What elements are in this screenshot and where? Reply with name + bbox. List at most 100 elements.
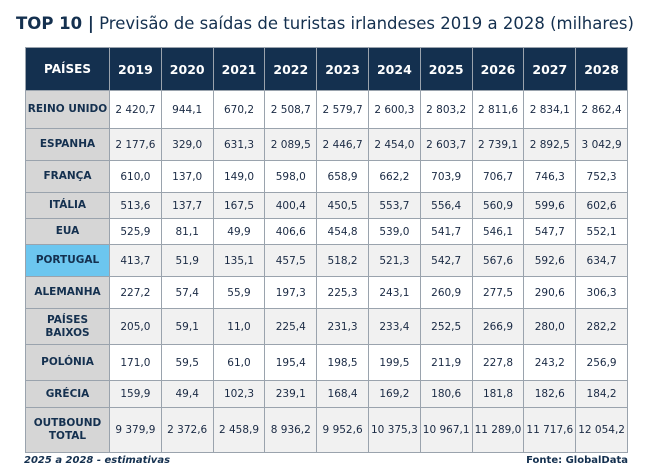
value-cell: 239,1 — [264, 380, 318, 408]
value-cell: 2 446,7 — [316, 128, 369, 161]
value-cell: 8 936,2 — [264, 407, 318, 453]
value-cell: 266,9 — [471, 308, 525, 345]
header-year: 2025 — [419, 47, 473, 91]
table-row: POLÓNIA 171,0 59,5 61,0 195,4 198,5 199,5 211,9… — [25, 344, 628, 381]
forecast-table: PAÍSES 2019 2020 2021 2022 2023 2024 202… — [25, 47, 628, 453]
value-cell: 2 454,0 — [367, 128, 421, 161]
header-year: 2020 — [160, 47, 214, 91]
value-cell: 57,4 — [160, 276, 214, 309]
value-cell: 2 834,1 — [523, 90, 577, 129]
table-row: REINO UNIDO 2 420,7 944,1 670,2 2 508,7 2 579… — [25, 90, 628, 129]
value-cell: 260,9 — [419, 276, 473, 309]
value-cell: 81,1 — [160, 218, 214, 245]
value-cell: 525,9 — [109, 218, 162, 245]
value-cell: 2 603,7 — [419, 128, 473, 161]
value-cell: 513,6 — [109, 192, 162, 219]
value-cell: 149,0 — [212, 160, 266, 193]
value-cell: 198,5 — [316, 344, 369, 381]
table-row: EUA 525,9 81,1 49,9 406,6 454,8 539,0 541,7 546,… — [25, 218, 628, 245]
value-cell: 168,4 — [316, 380, 369, 408]
value-cell: 631,3 — [212, 128, 266, 161]
value-cell: 9 952,6 — [316, 407, 369, 453]
header-year: 2027 — [523, 47, 577, 91]
value-cell: 231,3 — [316, 308, 369, 345]
table-header-row: PAÍSES 2019 2020 2021 2022 2023 2024 202… — [25, 47, 628, 91]
value-cell: 400,4 — [264, 192, 318, 219]
country-cell: PAÍSES BAIXOS — [25, 308, 110, 345]
value-cell: 137,7 — [160, 192, 214, 219]
value-cell: 2 579,7 — [316, 90, 369, 129]
value-cell: 2 372,6 — [160, 407, 214, 453]
value-cell: 2 089,5 — [264, 128, 318, 161]
value-cell: 406,6 — [264, 218, 318, 245]
value-cell: 634,7 — [575, 244, 628, 277]
value-cell: 243,2 — [523, 344, 577, 381]
country-cell: POLÓNIA — [25, 344, 110, 381]
header-year: 2024 — [367, 47, 421, 91]
value-cell: 277,5 — [471, 276, 525, 309]
value-cell: 180,6 — [419, 380, 473, 408]
value-cell: 9 379,9 — [109, 407, 162, 453]
header-year: 2021 — [212, 47, 266, 91]
value-cell: 225,4 — [264, 308, 318, 345]
value-cell: 182,6 — [523, 380, 577, 408]
value-cell: 592,6 — [523, 244, 577, 277]
value-cell: 560,9 — [471, 192, 525, 219]
value-cell: 61,0 — [212, 344, 266, 381]
value-cell: 518,2 — [316, 244, 369, 277]
value-cell: 159,9 — [109, 380, 162, 408]
value-cell: 2 177,6 — [109, 128, 162, 161]
value-cell: 752,3 — [575, 160, 628, 193]
value-cell: 599,6 — [523, 192, 577, 219]
value-cell: 256,9 — [575, 344, 628, 381]
table-row: ESPANHA 2 177,6 329,0 631,3 2 089,5 2 446,7 2 … — [25, 128, 628, 161]
value-cell: 553,7 — [367, 192, 421, 219]
value-cell: 450,5 — [316, 192, 369, 219]
value-cell: 542,7 — [419, 244, 473, 277]
value-cell: 567,6 — [471, 244, 525, 277]
page-title: TOP 10 | Previsão de saídas de turistas … — [0, 14, 650, 33]
value-cell: 11 289,0 — [471, 407, 525, 453]
country-cell: ESPANHA — [25, 128, 110, 161]
table-row: ITÁLIA 513,6 137,7 167,5 400,4 450,5 553,7 556,… — [25, 192, 628, 219]
value-cell: 11 717,6 — [523, 407, 577, 453]
value-cell: 199,5 — [367, 344, 421, 381]
value-cell: 59,1 — [160, 308, 214, 345]
value-cell: 225,3 — [316, 276, 369, 309]
value-cell: 454,8 — [316, 218, 369, 245]
value-cell: 703,9 — [419, 160, 473, 193]
value-cell: 252,5 — [419, 308, 473, 345]
value-cell: 547,7 — [523, 218, 577, 245]
value-cell: 195,4 — [264, 344, 318, 381]
value-cell: 227,2 — [109, 276, 162, 309]
value-cell: 10 967,1 — [419, 407, 473, 453]
value-cell: 413,7 — [109, 244, 162, 277]
value-cell: 137,0 — [160, 160, 214, 193]
value-cell: 181,8 — [471, 380, 525, 408]
value-cell: 706,7 — [471, 160, 525, 193]
value-cell: 2 803,2 — [419, 90, 473, 129]
value-cell: 227,8 — [471, 344, 525, 381]
value-cell: 11,0 — [212, 308, 266, 345]
value-cell: 602,6 — [575, 192, 628, 219]
value-cell: 243,1 — [367, 276, 421, 309]
header-countries: PAÍSES — [25, 47, 110, 91]
value-cell: 610,0 — [109, 160, 162, 193]
country-cell: GRÉCIA — [25, 380, 110, 408]
value-cell: 2 420,7 — [109, 90, 162, 129]
table-row: ALEMANHA 227,2 57,4 55,9 197,3 225,3 243,1 260,… — [25, 276, 628, 309]
value-cell: 2 862,4 — [575, 90, 628, 129]
value-cell: 59,5 — [160, 344, 214, 381]
value-cell: 233,4 — [367, 308, 421, 345]
country-cell: ITÁLIA — [25, 192, 110, 219]
header-year: 2026 — [471, 47, 525, 91]
value-cell: 2 811,6 — [471, 90, 525, 129]
value-cell: 521,3 — [367, 244, 421, 277]
title-text: Previsão de saídas de turistas irlandese… — [99, 14, 634, 33]
country-cell: PORTUGAL — [25, 244, 110, 277]
country-cell: EUA — [25, 218, 110, 245]
table-body: REINO UNIDO 2 420,7 944,1 670,2 2 508,7 2 579… — [25, 90, 628, 453]
value-cell: 282,2 — [575, 308, 628, 345]
header-year: 2028 — [575, 47, 628, 91]
value-cell: 539,0 — [367, 218, 421, 245]
